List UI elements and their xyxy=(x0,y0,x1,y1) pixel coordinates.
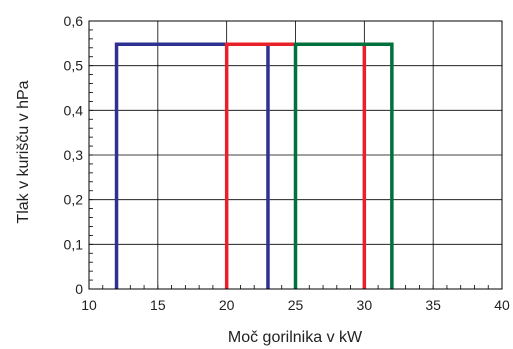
y-tick-label: 0,2 xyxy=(64,192,84,208)
plot-frame xyxy=(88,20,503,290)
y-tick-label: 0,4 xyxy=(64,102,84,118)
series-line-1 xyxy=(114,42,270,289)
y-tick-label: 0 xyxy=(75,281,83,297)
y-tick-labels: 0 0,1 0,2 0,3 0,4 0,5 0,6 xyxy=(64,13,84,297)
y-tick-label: 0,3 xyxy=(64,147,84,163)
series-group xyxy=(114,42,394,289)
y-tick-label: 0,1 xyxy=(64,236,84,252)
series-line-3 xyxy=(293,42,394,289)
x-tick-label: 20 xyxy=(219,297,235,313)
x-tick-label: 40 xyxy=(494,297,510,313)
x-axis-label: Moč gorilnika v kW xyxy=(228,329,363,346)
x-tick-label: 15 xyxy=(150,297,166,313)
x-tick-label: 30 xyxy=(357,297,373,313)
x-tick-label: 10 xyxy=(81,297,97,313)
y-tick-label: 0,6 xyxy=(64,13,84,29)
x-tick-labels: 10 15 20 25 30 35 40 xyxy=(81,297,510,313)
y-axis-label: Tlak v kurišču v hPa xyxy=(15,80,32,223)
y-tick-label: 0,5 xyxy=(64,58,84,74)
x-tick-label: 25 xyxy=(288,297,304,313)
x-tick-label: 35 xyxy=(425,297,441,313)
